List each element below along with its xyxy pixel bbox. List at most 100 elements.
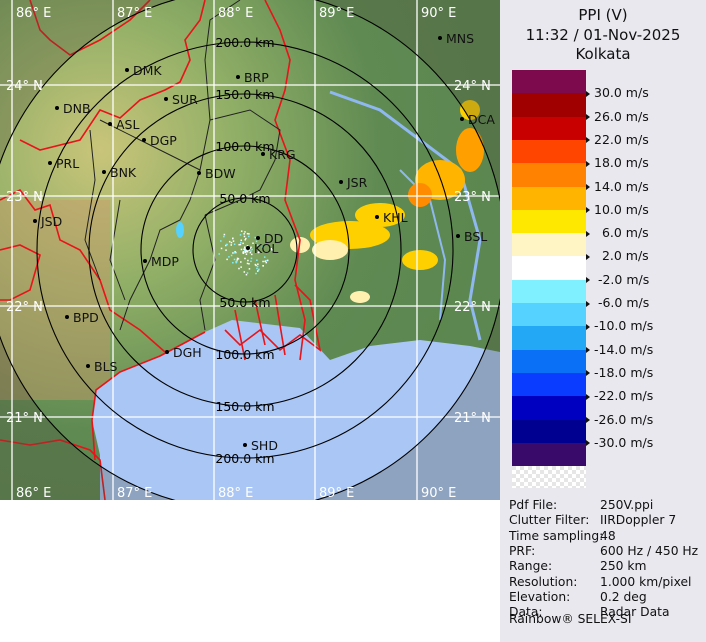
legend-color-band (512, 350, 586, 374)
latitude-label-left: 23° N (6, 190, 43, 205)
latitude-label-left: 24° N (6, 79, 43, 94)
legend-tick-icon (586, 277, 590, 283)
range-label-north: 100.0 km (215, 139, 274, 154)
info-row: Resolution: 1.000 km/pixel (509, 575, 577, 589)
info-value: 250 km (600, 559, 646, 573)
longitude-label-bottom: 90° E (421, 486, 456, 500)
legend-value: -10.0 m/s (594, 318, 653, 333)
city-dot (246, 246, 250, 250)
legend-value: 18.0 m/s (594, 155, 649, 170)
legend-value: -22.0 m/s (594, 388, 653, 403)
legend-tick-icon (586, 370, 590, 376)
legend-tick-icon (586, 347, 590, 353)
legend-value: -6.0 m/s (594, 295, 649, 310)
city-label-dmk: DMK (133, 63, 162, 78)
city-label-dca: DCA (468, 112, 495, 127)
info-label: Clutter Filter: (509, 513, 589, 527)
info-label: Range: (509, 559, 552, 573)
station-name: Kolkata (500, 45, 706, 63)
legend-tick-icon (586, 254, 590, 260)
info-row: Elevation: 0.2 deg (509, 590, 570, 604)
city-dot (339, 180, 343, 184)
legend-color-band (512, 443, 586, 467)
city-label-asl: ASL (116, 117, 139, 132)
city-dot (375, 215, 379, 219)
legend-color-band (512, 396, 586, 420)
legend-label: 30.0 m/s (586, 85, 649, 100)
city-dot (33, 219, 37, 223)
latitude-label-right: 24° N (454, 79, 491, 94)
info-value: 1.000 km/pixel (600, 575, 691, 589)
legend-label: 10.0 m/s (586, 202, 649, 217)
legend-color-band (512, 163, 586, 187)
info-row: Clutter Filter: IIRDoppler 7 (509, 513, 589, 527)
city-label-bsl: BSL (464, 229, 487, 244)
city-dot (143, 259, 147, 263)
city-dot (456, 234, 460, 238)
legend-color-band (512, 140, 586, 164)
longitude-label-bottom: 86° E (16, 486, 51, 500)
info-label: PRF: (509, 544, 535, 558)
legend-tick-icon (586, 207, 590, 213)
city-label-khl: KHL (383, 210, 408, 225)
legend-color-band (512, 187, 586, 211)
info-value: 0.2 deg (600, 590, 647, 604)
legend-label: -26.0 m/s (586, 412, 653, 427)
city-dot (236, 75, 240, 79)
city-dot (165, 350, 169, 354)
longitude-label-bottom: 87° E (117, 486, 152, 500)
city-label-shd: SHD (251, 438, 278, 453)
legend-panel: PPI (V) 11:32 / 01-Nov-2025 Kolkata 30.0… (500, 0, 706, 642)
city-label-bls: BLS (94, 359, 118, 374)
product-title: PPI (V) (500, 6, 706, 24)
legend-color-band (512, 326, 586, 350)
legend-tick-icon (586, 324, 590, 330)
info-value: 48 (600, 529, 616, 543)
radar-map: 50.0 km50.0 km100.0 km100.0 km150.0 km15… (0, 0, 500, 500)
city-dot (102, 170, 106, 174)
legend-color-band (512, 233, 586, 257)
legend-label: -30.0 m/s (586, 435, 653, 450)
latitude-label-right: 22° N (454, 300, 491, 315)
legend-value: -14.0 m/s (594, 342, 653, 357)
legend-label: 18.0 m/s (586, 155, 649, 170)
legend-value: 26.0 m/s (594, 109, 649, 124)
info-row: Time sampling: 48 (509, 529, 603, 543)
legend-value: 6.0 m/s (594, 225, 649, 240)
legend-tick-icon (586, 394, 590, 400)
legend-label: 26.0 m/s (586, 109, 649, 124)
legend-label: 2.0 m/s (586, 248, 649, 263)
city-label-brp: BRP (244, 70, 269, 85)
legend-label: 6.0 m/s (586, 225, 649, 240)
legend-label: -22.0 m/s (586, 388, 653, 403)
legend-value: -26.0 m/s (594, 412, 653, 427)
range-label-north: 50.0 km (219, 191, 270, 206)
info-row: Pdf File: 250V.ppi (509, 498, 557, 512)
legend-label: -2.0 m/s (586, 272, 649, 287)
city-label-kol: KOL (254, 241, 278, 256)
city-dot (460, 117, 464, 121)
legend-tick-icon (586, 91, 590, 97)
legend-color-band (512, 256, 586, 280)
city-label-bnk: BNK (110, 165, 137, 180)
longitude-label-top: 89° E (319, 6, 354, 21)
legend-color-band (512, 117, 586, 141)
city-label-prl: PRL (56, 156, 79, 171)
range-label-south: 150.0 km (215, 399, 274, 414)
legend-tick-icon (586, 440, 590, 446)
legend-tick-icon (586, 301, 590, 307)
city-dot (86, 364, 90, 368)
range-label-north: 150.0 km (215, 87, 274, 102)
longitude-label-top: 87° E (117, 6, 152, 21)
longitude-label-top: 90° E (421, 6, 456, 21)
longitude-label-top: 88° E (218, 6, 253, 21)
scan-datetime: 11:32 / 01-Nov-2025 (500, 26, 706, 44)
legend-value: -18.0 m/s (594, 365, 653, 380)
city-label-mns: MNS (446, 31, 474, 46)
legend-tick-icon (586, 161, 590, 167)
city-label-mdp: MDP (151, 254, 179, 269)
city-label-bdw: BDW (205, 166, 236, 181)
legend-tick-icon (586, 114, 590, 120)
city-dot (243, 443, 247, 447)
city-dot (256, 236, 260, 240)
